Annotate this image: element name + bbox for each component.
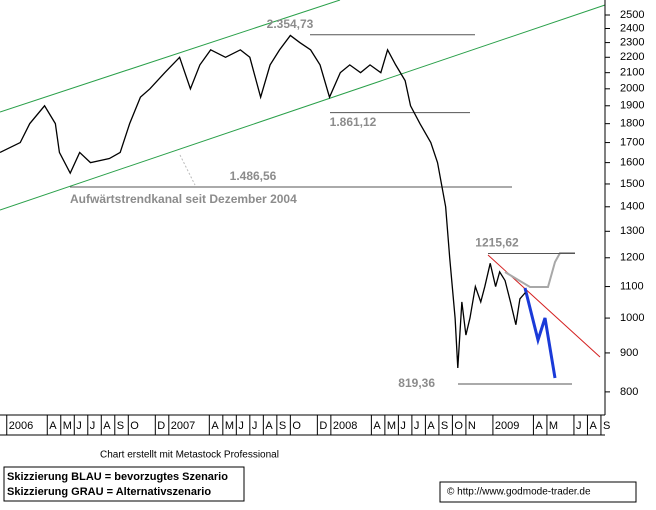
y-tick-label: 1500 xyxy=(620,178,644,190)
x-tick-label: 2009 xyxy=(495,420,519,432)
x-tick-label: M xyxy=(387,420,396,432)
legend-gray: Skizzierung GRAU = Alternativszenario xyxy=(7,486,211,498)
x-tick-label: J xyxy=(238,420,244,432)
x-tick-label: A xyxy=(103,420,111,432)
level-label: 819,36 xyxy=(398,376,435,390)
x-tick-label: S xyxy=(603,420,610,432)
x-tick-label: N xyxy=(468,420,476,432)
price-line xyxy=(0,34,526,369)
x-tick-label: M xyxy=(63,420,72,432)
level-label: 1.486,56 xyxy=(230,169,277,183)
annotation: Aufwärtstrendkanal seit Dezember 2004 xyxy=(70,192,297,206)
y-tick-label: 2000 xyxy=(620,83,644,95)
x-tick-label: A xyxy=(535,420,543,432)
level-label: 1.861,12 xyxy=(330,115,377,129)
x-tick-label: A xyxy=(589,420,597,432)
y-tick-label: 1400 xyxy=(620,201,644,213)
legend-box xyxy=(3,466,245,502)
level-label: 2.354,73 xyxy=(267,17,314,31)
y-tick-label: 900 xyxy=(620,347,638,359)
x-tick-label: M xyxy=(225,420,234,432)
y-tick-label: 1600 xyxy=(620,157,644,169)
legend-blue: Skizzierung BLAU = bevorzugtes Szenario xyxy=(7,471,228,483)
x-tick-label: 2008 xyxy=(333,420,357,432)
y-tick-label: 1300 xyxy=(620,225,644,237)
source: © http://www.godmode-trader.de xyxy=(447,487,591,498)
y-tick-label: 1700 xyxy=(620,136,644,148)
y-tick-label: 1800 xyxy=(620,118,644,130)
plot-area xyxy=(0,0,605,415)
x-tick-label: O xyxy=(130,420,139,432)
level-label: 1215,62 xyxy=(475,236,519,250)
x-tick-label: D xyxy=(319,420,327,432)
x-tick-label: O xyxy=(454,420,463,432)
trend-channel-lower xyxy=(0,4,606,211)
x-tick-label: J xyxy=(414,420,420,432)
source-box xyxy=(439,481,637,503)
x-tick-label: S xyxy=(279,420,286,432)
x-tick-label: A xyxy=(427,420,435,432)
x-tick-label: J xyxy=(576,420,582,432)
trend-channel-upper xyxy=(0,0,341,113)
levels: 2.354,73 1.861,12 1.486,56 1215,62 819,36 xyxy=(70,17,575,390)
y-tick-label: 1000 xyxy=(620,312,644,324)
x-tick-label: O xyxy=(292,420,301,432)
blue-scenario xyxy=(523,287,557,379)
x-tick-label: A xyxy=(49,420,57,432)
y-tick-label: 1200 xyxy=(620,252,644,264)
y-tick-label: 2200 xyxy=(620,51,644,63)
x-tick-label: J xyxy=(400,420,406,432)
x-tick-label: A xyxy=(265,420,273,432)
x-tick-label: S xyxy=(117,420,124,432)
x-tick-label: 2006 xyxy=(9,420,33,432)
y-tick-label: 800 xyxy=(620,386,638,398)
x-tick-label: M xyxy=(549,420,558,432)
x-tick-label: J xyxy=(76,420,82,432)
series-layer xyxy=(0,34,526,369)
y-tick-label: 1900 xyxy=(620,100,644,112)
x-tick-label: A xyxy=(373,420,381,432)
y-tick-label: 2500 xyxy=(620,9,644,21)
x-tick-label: J xyxy=(90,420,96,432)
x-tick-label: S xyxy=(441,420,448,432)
x-tick-label: 2007 xyxy=(171,420,195,432)
x-tick-label: J xyxy=(252,420,257,432)
channel-pointer xyxy=(179,154,196,186)
x-tick-label: A xyxy=(211,420,219,432)
y-tick-label: 1100 xyxy=(620,280,644,292)
x-tick-label: D xyxy=(157,420,165,432)
y-tick-label: 2400 xyxy=(620,22,644,34)
y-tick-label: 2100 xyxy=(620,67,644,79)
y-tick-label: 2300 xyxy=(620,36,644,48)
credit: Chart erstellt mit Metastock Professiona… xyxy=(100,450,279,461)
